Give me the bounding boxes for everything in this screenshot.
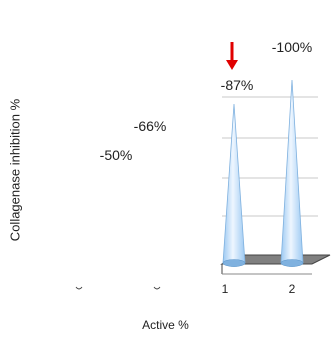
x-tick-label: 1 (222, 282, 229, 296)
data-label: -100% (272, 39, 312, 55)
data-labels: -50%-66% -87% -100% (100, 39, 313, 163)
x-axis-label: Active % (142, 318, 189, 332)
bar-cone-base (222, 259, 246, 267)
x-tick-label: 2 (289, 282, 296, 296)
bar-cone (222, 104, 246, 267)
bar-cone (280, 79, 304, 267)
arrow-shaft (230, 42, 234, 62)
y-axis-label: Collagenase inhibition % (7, 98, 23, 242)
bar-cone-base (280, 259, 304, 267)
arrow-head (226, 60, 238, 70)
data-label: -87% (221, 77, 254, 93)
chart-marks (222, 79, 304, 267)
data-label: -66% (134, 118, 167, 134)
y-axis-title: Collagenase inhibition % (4, 0, 26, 340)
x-tick-fragment (75, 286, 83, 290)
x-tick-fragment (153, 286, 161, 290)
data-label: -50% (100, 147, 133, 163)
annotation-layer (226, 42, 238, 70)
